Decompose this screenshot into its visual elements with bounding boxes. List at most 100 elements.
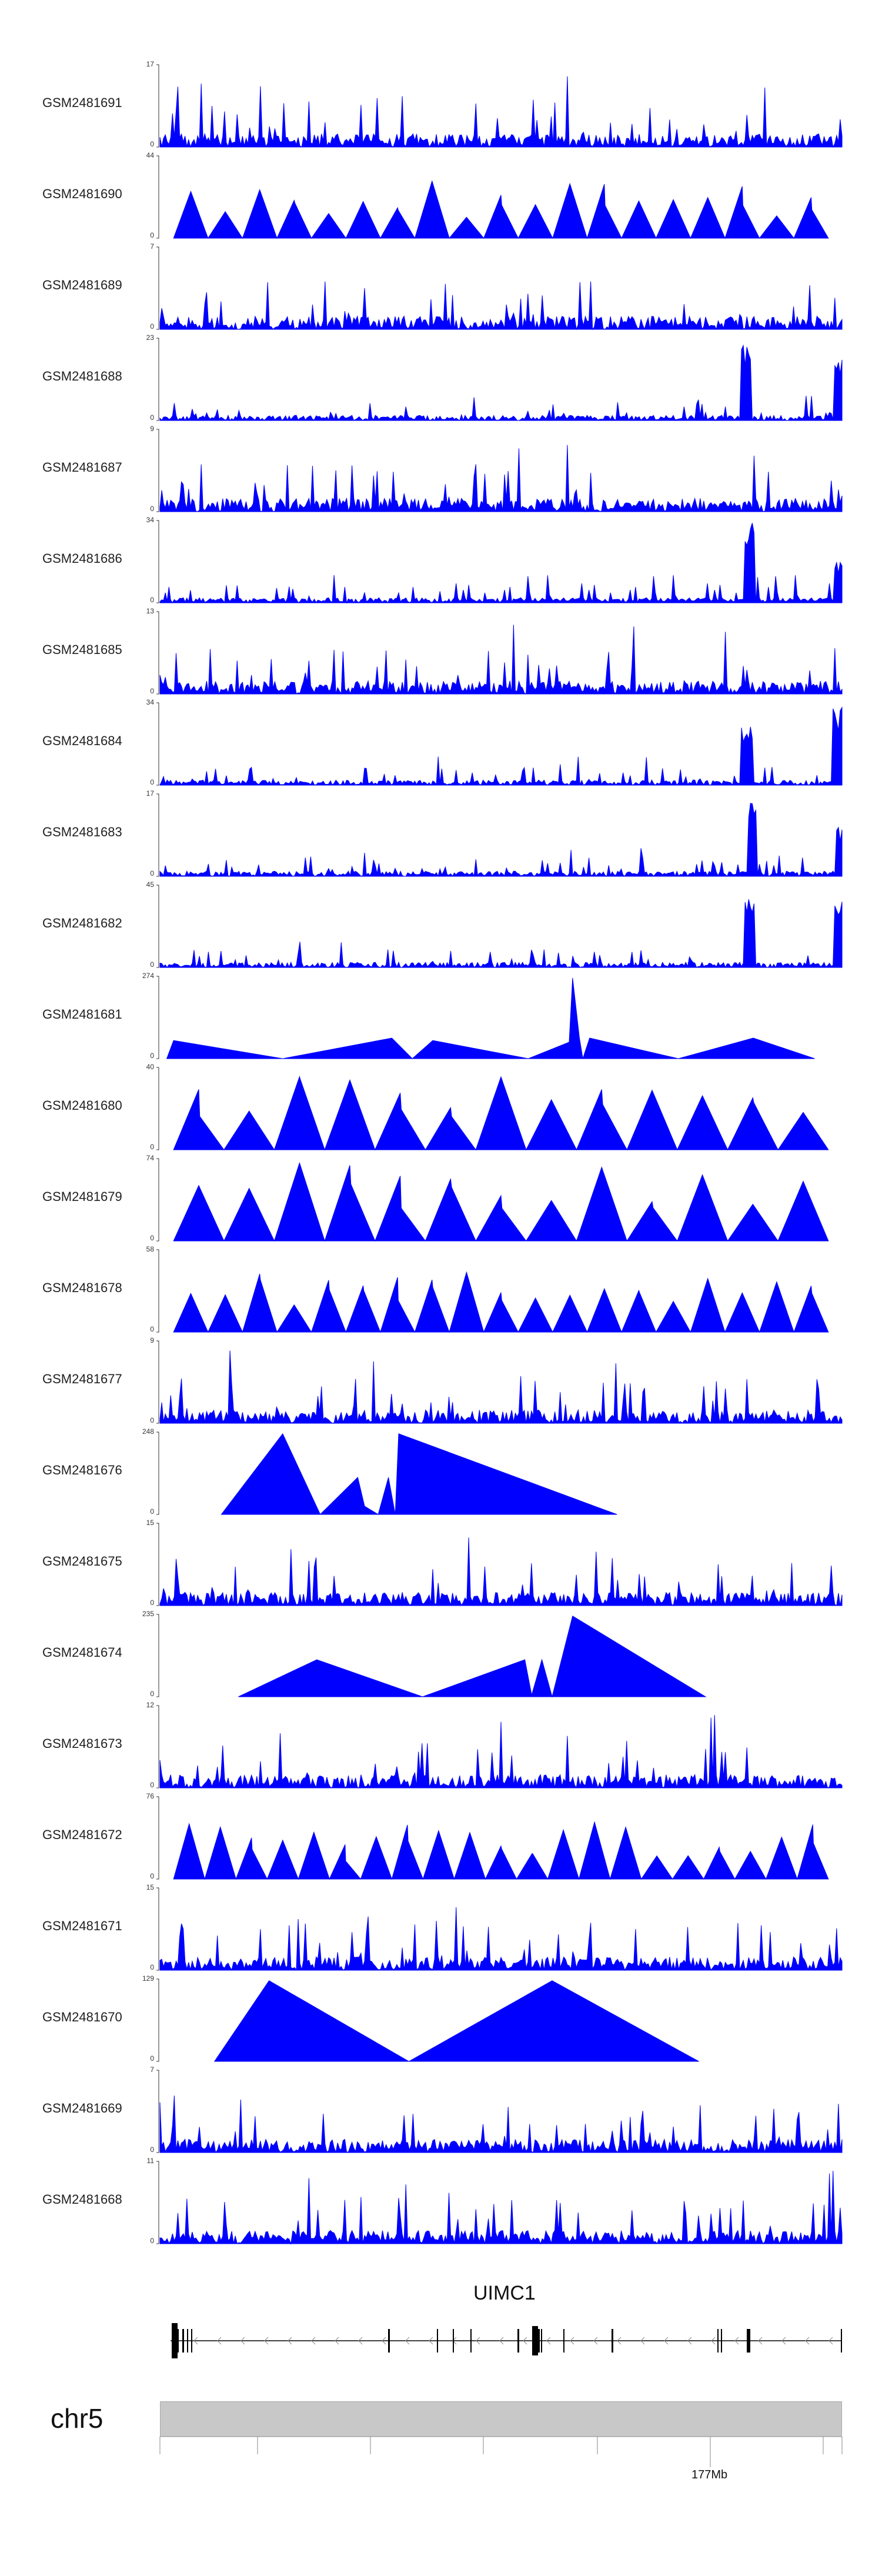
track-GSM2481691: GSM2481691 17 0: [0, 59, 882, 150]
track-GSM2481682: GSM2481682 45 0: [0, 879, 882, 970]
track-label: GSM2481683: [42, 825, 122, 839]
track-plot: [156, 1705, 843, 1789]
track-GSM2481674: GSM2481674 235 0: [0, 1609, 882, 1700]
track-GSM2481668: GSM2481668 11 0: [0, 2155, 882, 2247]
chromosome-label: chr5: [51, 2403, 103, 2434]
track-GSM2481678: GSM2481678 58 0: [0, 1244, 882, 1335]
signal-area: [159, 344, 843, 422]
track-ymin-label: 0: [150, 1781, 154, 1789]
track-plot: [156, 429, 843, 513]
track-ymin-label: 0: [150, 1599, 154, 1607]
strand-arrow: [429, 2337, 433, 2345]
track-ymin-label: 0: [150, 505, 154, 513]
track-y-axis: [156, 702, 159, 786]
strand-arrow: [311, 2337, 316, 2345]
signal-area: [159, 625, 843, 695]
track-y-axis: [156, 1067, 159, 1150]
gene-exon: [176, 2329, 179, 2353]
track-ymin-label: 0: [150, 1234, 154, 1242]
track-y-axis: [156, 1887, 159, 1971]
track-ymax-label: 274: [142, 972, 154, 980]
gene-exon: [388, 2329, 390, 2353]
track-plot: [156, 1249, 829, 1333]
track-ymax-label: 76: [146, 1792, 154, 1800]
signal-area: [159, 1715, 843, 1789]
track-label: GSM2481687: [42, 460, 122, 475]
track-y-axis: [156, 885, 159, 968]
signal-area: [159, 1907, 843, 1971]
track-plot: [156, 155, 829, 239]
track-ymin-label: 0: [150, 869, 154, 877]
signal-area: [159, 899, 843, 969]
track-ymin-label: 0: [150, 1963, 154, 1971]
track-ymin-label: 0: [150, 140, 154, 148]
track-ymax-label: 15: [146, 1883, 154, 1891]
track-ymin-label: 0: [150, 596, 154, 604]
track-plot: [156, 2161, 843, 2245]
track-label: GSM2481689: [42, 278, 122, 292]
track-ymin-label: 0: [150, 322, 154, 331]
strand-arrow: [358, 2337, 363, 2345]
strand-arrow: [523, 2337, 527, 2345]
track-plot: [156, 611, 843, 695]
gene-exon: [541, 2329, 542, 2353]
track-y-axis: [156, 338, 159, 421]
strand-arrow: [335, 2337, 339, 2345]
gene-exon: [517, 2329, 519, 2353]
strand-arrow: [734, 2337, 739, 2345]
strand-arrow: [828, 2337, 833, 2345]
track-ymax-label: 248: [142, 1427, 154, 1436]
track-ymax-label: 9: [150, 1336, 154, 1344]
signal-area: [238, 1616, 707, 1698]
track-label: GSM2481670: [42, 2010, 122, 2024]
track-ymax-label: 34: [146, 516, 154, 524]
track-ymax-label: 34: [146, 698, 154, 706]
track-label: GSM2481672: [42, 1827, 122, 1842]
signal-area: [173, 1271, 829, 1333]
track-plot: [156, 1432, 617, 1515]
track-label: GSM2481669: [42, 2101, 122, 2115]
track-y-axis: [156, 1796, 159, 1880]
strand-arrow: [240, 2337, 245, 2345]
track-y-axis: [156, 793, 159, 877]
track-y-axis: [156, 520, 159, 603]
track-ymin-label: 0: [150, 1690, 154, 1698]
track-ymin-label: 0: [150, 2054, 154, 2063]
track-plot: [156, 2070, 843, 2154]
track-ymax-label: 17: [146, 789, 154, 798]
gene-exon: [437, 2329, 438, 2353]
track-y-axis: [156, 155, 159, 239]
track-y-axis: [156, 1978, 159, 2062]
track-GSM2481686: GSM2481686 34 0: [0, 515, 882, 606]
track-ymin-label: 0: [150, 1325, 154, 1333]
track-label: GSM2481685: [42, 642, 122, 657]
strand-arrow: [617, 2337, 622, 2345]
track-ymax-label: 44: [146, 151, 154, 159]
track-GSM2481673: GSM2481673 12 0: [0, 1700, 882, 1791]
track-ymin-label: 0: [150, 2145, 154, 2154]
track-plot: [156, 1887, 843, 1971]
track-label: GSM2481688: [42, 369, 122, 383]
track-plot: [156, 64, 843, 148]
signal-area: [159, 2171, 843, 2245]
signal-area: [166, 977, 815, 1059]
strand-arrow: [476, 2337, 480, 2345]
track-label: GSM2481684: [42, 733, 122, 748]
track-plot: [156, 520, 843, 604]
track-y-axis: [156, 1340, 159, 1424]
track-GSM2481670: GSM2481670 129 0: [0, 1973, 882, 2064]
track-ymin-label: 0: [150, 1416, 154, 1424]
track-y-axis: [156, 246, 159, 330]
gene-exon: [721, 2329, 722, 2353]
signal-area: [159, 281, 843, 331]
gene-exon: [612, 2329, 613, 2353]
track-ymax-label: 235: [142, 1610, 154, 1618]
gene-exon: [536, 2329, 540, 2353]
signal-area: [173, 1162, 829, 1242]
signal-area: [159, 1350, 843, 1424]
signal-area: [159, 445, 843, 513]
signal-tracks: GSM2481691 17 0 GSM2481690 44 0 GSM2481689 7 0 GS…: [0, 59, 882, 2245]
track-label: GSM2481681: [42, 1007, 122, 1022]
strand-arrow: [382, 2337, 386, 2345]
track-ymin-label: 0: [150, 413, 154, 422]
